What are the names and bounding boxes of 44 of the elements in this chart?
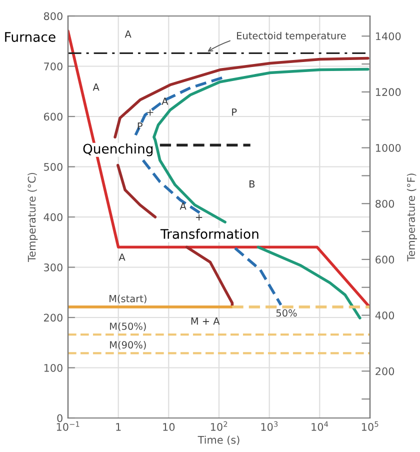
y-tick-label: 600 bbox=[44, 112, 62, 121]
annotation: + bbox=[147, 109, 154, 116]
y-tick-label: 700 bbox=[44, 62, 62, 70]
y-tick-label: 500 bbox=[44, 162, 62, 171]
y2-tick-label: 1200 bbox=[376, 88, 401, 96]
annotation: A bbox=[92, 84, 100, 91]
x-tick-label: 10$^{−1}$ bbox=[56, 421, 80, 431]
y2-tick-label: 200 bbox=[376, 367, 394, 376]
annotation: M(start) bbox=[110, 294, 146, 304]
x-tick-label: 10$^{3}$ bbox=[261, 421, 278, 431]
y2-tick-label: 400 bbox=[375, 311, 394, 320]
annotation: Eutectoid temperature bbox=[237, 32, 346, 42]
x-tick-label: 10$^{5}$ bbox=[362, 421, 378, 431]
y-tick-label: 300 bbox=[44, 263, 62, 272]
annotation: A bbox=[118, 254, 126, 261]
annotation: 50% bbox=[276, 309, 297, 317]
text: Furnace bbox=[5, 32, 56, 42]
annotation: Quenching bbox=[83, 143, 153, 156]
annotation: Transformation bbox=[160, 228, 258, 239]
annotation: P bbox=[232, 108, 237, 116]
annotation: A bbox=[124, 30, 132, 38]
x-axis-title: Time (s) bbox=[198, 436, 240, 446]
y2-tick-label: 1000 bbox=[376, 144, 401, 152]
x-tick-label: 10 bbox=[163, 423, 175, 431]
y2-tick-label: 1400 bbox=[376, 32, 401, 40]
y-tick-label: 0 bbox=[57, 414, 62, 422]
y2-axis-title: Temperature (°F) bbox=[406, 174, 418, 262]
annotation: M(50%) bbox=[110, 322, 146, 332]
y2-tick-label: 800 bbox=[376, 200, 394, 208]
y-axis-title: Temperature (°C) bbox=[28, 172, 38, 262]
y-tick-label: 400 bbox=[44, 213, 62, 222]
x-tick-label: 10$^{4}$ bbox=[312, 421, 328, 431]
annotation: A bbox=[180, 202, 186, 210]
y-tick-label: 200 bbox=[44, 314, 62, 322]
y2-tick-label: 600 bbox=[376, 256, 394, 264]
annotation: M + A bbox=[191, 318, 220, 325]
x-tick-label: 1 bbox=[116, 423, 121, 431]
y-tick-label: 100 bbox=[44, 364, 62, 372]
annotation: A bbox=[162, 98, 168, 105]
annotation: M(90%) bbox=[110, 341, 146, 350]
x-tick-label: 10$^{2}$ bbox=[210, 421, 228, 431]
annotation: + bbox=[196, 214, 202, 220]
annotation: B bbox=[250, 180, 255, 188]
y-tick-label: 800 bbox=[44, 12, 62, 20]
